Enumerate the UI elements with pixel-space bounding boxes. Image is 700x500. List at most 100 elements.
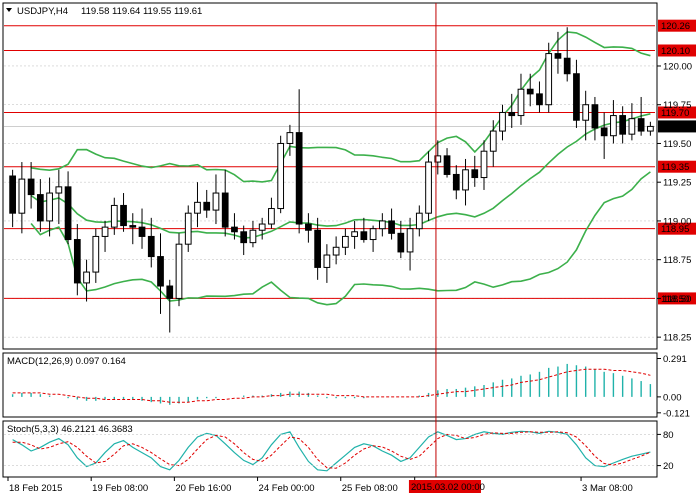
candle-bear [600, 127, 608, 137]
horizontal-levels[interactable]: 120.26 120.10 119.70 119.35 118.95 118.50 119.… [4, 19, 696, 305]
candle-bear [305, 223, 312, 231]
level-label-bg [658, 222, 696, 235]
candles [9, 27, 654, 333]
stoch-series [12, 430, 651, 472]
level-label-bg [658, 106, 696, 119]
candle-bear [591, 104, 599, 129]
level-label-bg [658, 292, 696, 305]
candle-bear [443, 155, 451, 175]
candle-bull [258, 223, 266, 231]
time-tick-label: 25 Feb 08:00 [342, 483, 398, 494]
candle-bull [545, 53, 553, 106]
price-tick-label: 119.50 [663, 139, 691, 150]
candle-bull [582, 104, 590, 121]
candle-bear [231, 226, 238, 233]
candle-bull [351, 231, 358, 237]
candle-bear [138, 226, 146, 237]
candle-bull [628, 118, 636, 135]
candle-bull [184, 212, 192, 245]
candle-bull [101, 226, 109, 237]
price-tick-label: 120.00 [663, 61, 692, 72]
candle-bull [480, 150, 488, 179]
price-tick-label: 119.00 [663, 216, 691, 227]
dropdown-triangle-icon[interactable] [6, 8, 12, 12]
price-tick-label: 119.75 [663, 100, 691, 111]
candle-bear [563, 57, 571, 75]
candle-bull [92, 235, 100, 273]
crosshair-time-bg [408, 480, 481, 493]
price-tick-label: 118.25 [663, 333, 691, 344]
price-tick-label: 119.25 [663, 178, 691, 189]
time-tick-label: 3 Mar 08:00 [582, 483, 633, 494]
level-label-bg [658, 44, 696, 57]
stoch-axis: 80 20 [4, 430, 674, 472]
time-tick-label: 19 Feb 08:00 [92, 483, 148, 494]
level-label: 120.26 [661, 21, 690, 32]
candle-bear [157, 256, 164, 287]
candle-bear [619, 115, 627, 135]
price-axis: 120.00 119.75 119.50 119.25 119.00 118.75 118.… [657, 61, 692, 344]
bollinger-lower [30, 171, 651, 306]
candle-bull [462, 169, 469, 191]
time-tick-label: 18 Feb 2015 [9, 483, 62, 494]
candle-bull [268, 208, 275, 225]
macd-series [11, 363, 652, 405]
candle-bull [517, 88, 525, 117]
current-price-bg [658, 120, 696, 133]
candle-bull [489, 130, 497, 152]
price-tick-label: 118.50 [663, 294, 691, 305]
candle-bear [526, 88, 534, 95]
candle-bull [332, 246, 340, 256]
price-tick-label: 118.75 [663, 255, 691, 266]
candle-bear [536, 93, 543, 106]
symbol-timeframe: USDJPY,H4 [17, 6, 68, 17]
candle-bull [277, 142, 285, 210]
macd-title: MACD(12,26,9) 0.097 0.164 [7, 356, 126, 367]
level-label: 118.95 [661, 224, 689, 235]
candle-bear [36, 194, 44, 222]
macd-tick-label: -0.121 [663, 408, 690, 419]
level-label: 118.50 [661, 294, 689, 305]
macd-axis: 0.291 0.00 -0.121 [657, 354, 690, 419]
candle-bull [378, 220, 386, 230]
stoch-panel-frame [2, 420, 658, 478]
time-axis: 18 Feb 2015 19 Feb 08:00 20 Feb 16:00 24 Fe… [7, 477, 633, 494]
candle-bear [221, 192, 229, 228]
current-price-label: 119.61 [661, 122, 689, 133]
candle-bear [637, 118, 645, 132]
candle-bear [64, 186, 72, 241]
macd-tick-label: 0.00 [663, 392, 682, 403]
candle-bear [129, 225, 137, 228]
price-panel-frame [2, 2, 658, 350]
candle-bull [212, 192, 220, 211]
candle-bull [249, 229, 257, 244]
candle-bear [397, 232, 405, 253]
macd-panel-frame [2, 352, 658, 418]
candle-bear [388, 220, 395, 234]
candle-bull [46, 192, 53, 222]
stoch-d-line [12, 431, 651, 469]
candle-bull [647, 125, 654, 132]
candle-bear [295, 132, 303, 225]
header: USDJPY,H4 119.58 119.64 119.55 119.61 [6, 6, 202, 17]
candle-bull [55, 186, 63, 194]
candle-bear [203, 201, 211, 211]
candle-bull [610, 115, 617, 137]
candle-bull [18, 178, 26, 214]
candle-bull [499, 111, 506, 132]
candle-bear [27, 178, 35, 196]
candle-bull [323, 254, 331, 268]
candle-bear [9, 175, 16, 214]
price-panel[interactable]: 120.26 120.10 119.70 119.35 118.95 118.50 119.… [2, 2, 696, 350]
time-tick-label: 20 Feb 16:00 [175, 483, 231, 494]
candle-bear [120, 204, 127, 227]
macd-panel[interactable]: 0.291 0.00 -0.121 MACD(12,26,9) 0.097 0.16… [2, 352, 690, 419]
candle-bull [369, 228, 377, 241]
stoch-panel[interactable]: 80 20 Stoch(5,3,3) 46.2121 46.3683 [2, 420, 674, 478]
level-label: 120.10 [661, 46, 690, 57]
candle-bear [147, 235, 155, 258]
time-tick-label: 24 Feb 00:00 [259, 483, 315, 494]
candle-bull [286, 132, 294, 144]
candle-bear [554, 53, 562, 59]
